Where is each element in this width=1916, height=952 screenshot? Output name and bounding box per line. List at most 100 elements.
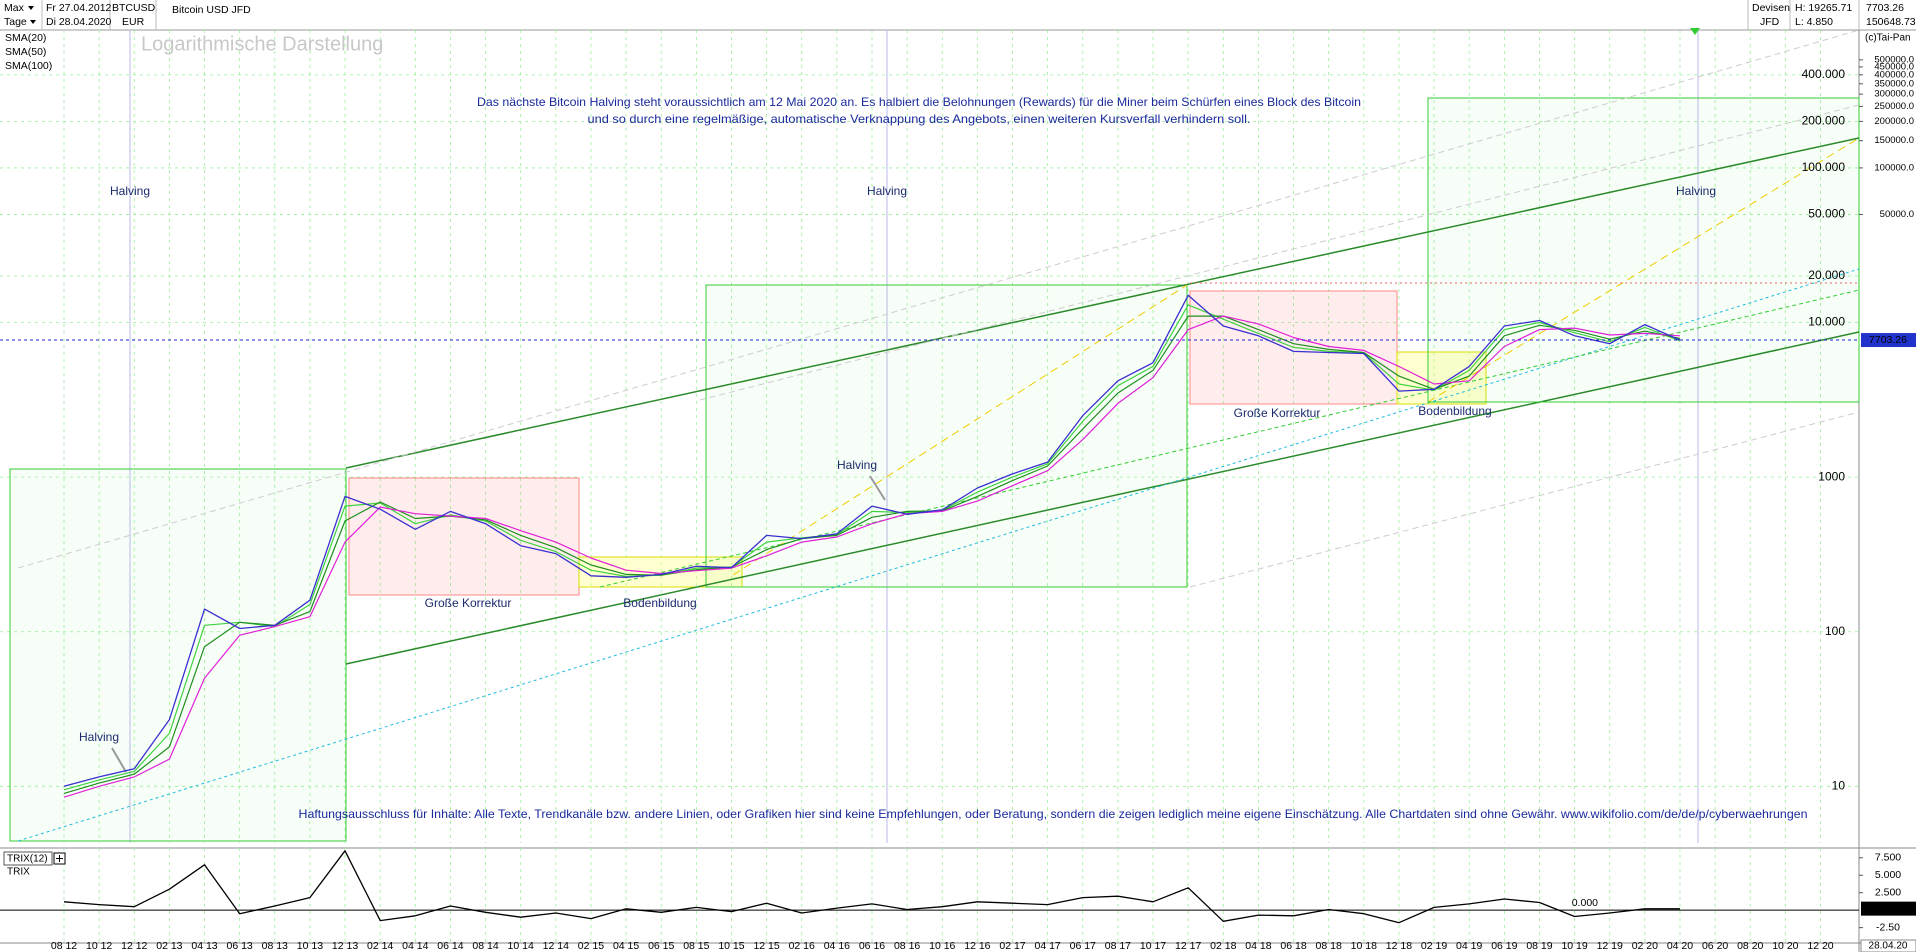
x-tick-label: 12 18 [1386, 940, 1412, 952]
y-tick-label: 300000.0 [1874, 89, 1914, 100]
chart-title: Logarithmische Darstellung [141, 33, 383, 55]
series-line [63, 294, 1681, 787]
y-tick-label: 450000.0 [1874, 61, 1914, 72]
legend-entry: SMA(20) [5, 32, 46, 44]
x-tick-label: 08 18 [1316, 940, 1342, 952]
dropdown-arrow[interactable] [28, 6, 34, 10]
dropdown-arrow[interactable] [30, 20, 36, 24]
header: Max Tage Fr 27.04.2012 Di 28.04.2020 BTC… [0, 0, 1916, 31]
y-tick-label: 0.000 [1572, 897, 1598, 909]
x-tick-label: 10 13 [297, 940, 323, 952]
disclaimer: Haftungsausschluss für Inhalte: Alle Tex… [299, 807, 1808, 821]
y-tick-label: 2.500 [1875, 886, 1901, 898]
box [348, 477, 580, 596]
trend-line [732, 284, 1188, 576]
y-tick-label: 400000.0 [1874, 69, 1914, 80]
x-tick-label: 06 18 [1280, 940, 1306, 952]
y-tick-label: 50.000 [1808, 207, 1845, 221]
series-line [63, 850, 1680, 924]
last-value-box [1861, 901, 1916, 916]
x-tick-label: 10 18 [1351, 940, 1377, 952]
market: Devisen [1752, 2, 1790, 14]
annotation: Halving [1676, 184, 1716, 198]
annotation: Halving [110, 184, 150, 198]
x-tick-label: 04 15 [613, 940, 639, 952]
x-tick-label: 06 13 [227, 940, 253, 952]
x-tick-label: 02 16 [789, 940, 815, 952]
add-icon[interactable] [56, 855, 63, 862]
x-tick-label: 12 15 [753, 940, 779, 952]
x-tick-label: 06 15 [648, 940, 674, 952]
x-tick-label: 10 20 [1772, 940, 1798, 952]
x-tick-label: 10 17 [1140, 940, 1166, 952]
x-tick-label: 04 19 [1456, 940, 1482, 952]
box [9, 468, 347, 842]
y-tick-label: 20.000 [1808, 268, 1845, 282]
x-tick-label: 04 16 [824, 940, 850, 952]
trend-line [345, 137, 1860, 469]
x-tick-label: 06 19 [1491, 940, 1517, 952]
x-tick-label: 02 14 [367, 940, 393, 952]
x-tick-label: 10 16 [929, 940, 955, 952]
x-tick-label: 10 14 [508, 940, 534, 952]
y-tick-label: 200000.0 [1874, 116, 1914, 127]
indicator-box[interactable] [3, 851, 53, 866]
x-tick-label: 02 20 [1632, 940, 1658, 952]
y-tick-label: 7.500 [1875, 852, 1901, 864]
grid [0, 30, 1859, 943]
box [1427, 97, 1860, 403]
box [705, 284, 1188, 588]
x-tick-label: 06 14 [437, 940, 463, 952]
x-tick-label: 12 16 [964, 940, 990, 952]
copyright: (c)Tai-Pan [1865, 33, 1911, 44]
y-tick-label: 200.000 [1802, 114, 1846, 128]
interval-dropdown[interactable]: Tage [4, 16, 27, 28]
annotation: Bodenbildung [623, 596, 696, 610]
last-price-box [1861, 333, 1916, 348]
y-tick-label: 350000.0 [1874, 78, 1914, 89]
note: Das nächste Bitcoin Halving steht voraus… [477, 95, 1361, 109]
y-tick-label: 5.000 [1875, 869, 1901, 881]
x-tick-label: 06 16 [859, 940, 885, 952]
legend-entry: SMA(100) [5, 60, 52, 72]
annotation: Halving [79, 730, 119, 744]
note: und so durch eine regelmäßige, automatis… [588, 112, 1251, 126]
low: L: 4.850 [1795, 16, 1833, 28]
volume: 150648.73 [1866, 16, 1916, 28]
indicator-title[interactable]: TRIX(12) [7, 854, 48, 865]
x-tick-label: 08 12 [51, 940, 77, 952]
y-tick-label: 400.000 [1802, 67, 1846, 81]
x-tick-label: 12 20 [1807, 940, 1833, 952]
x-tick-label: 08 15 [683, 940, 709, 952]
trend-line [1189, 411, 1860, 588]
x-tick-label: 02 18 [1210, 940, 1236, 952]
x-tick-label: 08 13 [262, 940, 288, 952]
high: H: 19265.71 [1795, 2, 1852, 14]
arrow [111, 747, 127, 773]
x-tick-label: 04 17 [1034, 940, 1060, 952]
y-tick-label: 50000.0 [1880, 209, 1914, 220]
instrument-name: Bitcoin USD JFD [172, 4, 251, 16]
annotation: Bodenbildung [1418, 404, 1491, 418]
x-tick-label: 02 13 [156, 940, 182, 952]
symbol: BTCUSD [112, 2, 156, 14]
currency: EUR [122, 16, 145, 28]
arrow [869, 475, 886, 501]
x-tick-label: 02 15 [578, 940, 604, 952]
x-tick-label: 08 16 [894, 940, 920, 952]
x-tick-label: 12 12 [121, 940, 147, 952]
y-tick-label: 100.000 [1802, 160, 1846, 174]
y-tick-label: 250000.0 [1874, 101, 1914, 112]
y-tick-label: -2.50 [1876, 921, 1900, 933]
legend-entry: SMA(50) [5, 46, 46, 58]
y-tick-label: 150000.0 [1874, 135, 1914, 146]
x-tick-label: 04 20 [1667, 940, 1693, 952]
box [578, 556, 743, 588]
range-dropdown[interactable]: Max [4, 2, 25, 14]
y-tick-label: 10.000 [1808, 315, 1845, 329]
x-tick-label: 04 14 [402, 940, 428, 952]
series-line [63, 315, 1681, 798]
x-tick-label: 04 18 [1245, 940, 1271, 952]
